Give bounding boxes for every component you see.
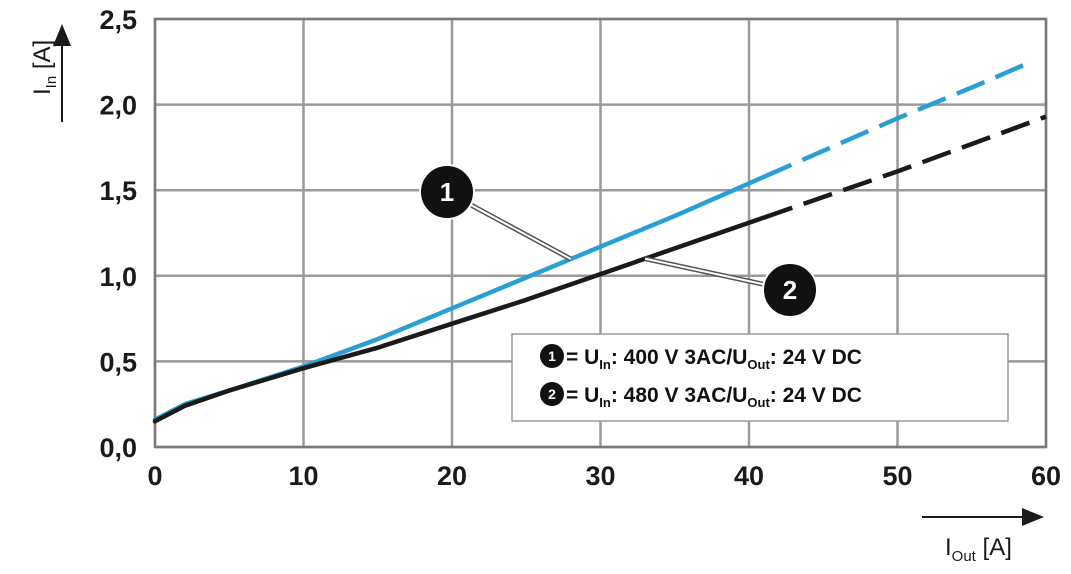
y-axis-label-main: I [29,88,56,95]
y-tick-labels: 0,0 0,5 1,0 1,5 2,0 2,5 [99,5,137,463]
x-tick-label: 0 [147,461,162,491]
series-lines [152,59,1047,424]
x-axis-label-main: I [945,534,952,561]
y-axis-arrow-icon [53,24,71,46]
legend-box [511,333,1009,422]
x-tick-label: 20 [437,461,467,491]
annotation-marker-label: 1 [440,177,454,207]
annotation-marker-label: 2 [783,275,797,305]
x-tick-label: 60 [1031,461,1061,491]
legend-marker-label: 1 [548,348,556,364]
x-tick-label: 30 [585,461,615,491]
y-axis-label: IIn [A] [29,40,60,95]
y-axis-label-sub: In [43,76,60,89]
grid [153,17,1048,449]
legend-entry: = UIn: 400 V 3AC/UOut: 24 V DC [566,346,862,372]
annotation-markers: 12 [419,164,818,318]
legend-entry: = UIn: 480 V 3AC/UOut: 24 V DC [566,384,862,410]
plot-frame [153,17,1048,449]
x-tick-label: 40 [734,461,764,491]
y-tick-label: 0,5 [99,347,137,377]
x-tick-label: 50 [882,461,912,491]
x-axis-label-unit: [A] [976,534,1012,561]
legend-marker [540,344,564,368]
legend-marker-label: 2 [548,386,556,402]
y-tick-label: 2,5 [99,5,137,35]
y-axis-label-unit: [A] [29,40,56,76]
annotation-marker [762,262,818,318]
y-tick-label: 2,0 [99,91,137,121]
y-tick-label: 1,0 [99,262,137,292]
x-axis-label: IOut [A] [945,534,1012,565]
y-tick-label: 0,0 [99,433,137,463]
series-2-line [152,215,767,424]
series-2-dashed-line [763,114,1047,220]
x-axis-label-sub: Out [952,548,977,565]
x-tick-label: 10 [288,461,318,491]
series-1-dashed-line [762,59,1033,179]
y-tick-label: 1,5 [99,176,137,206]
x-tick-labels: 0 10 20 30 40 50 60 [147,461,1061,491]
x-axis-arrow-icon [1022,508,1044,526]
annotation-marker [419,164,475,220]
svg-text:IIn [A]: IIn [A] [29,40,60,95]
legend: 1 = UIn: 400 V 3AC/UOut: 24 V DC 2 = UIn:… [511,333,1009,422]
legend-marker [540,382,564,406]
